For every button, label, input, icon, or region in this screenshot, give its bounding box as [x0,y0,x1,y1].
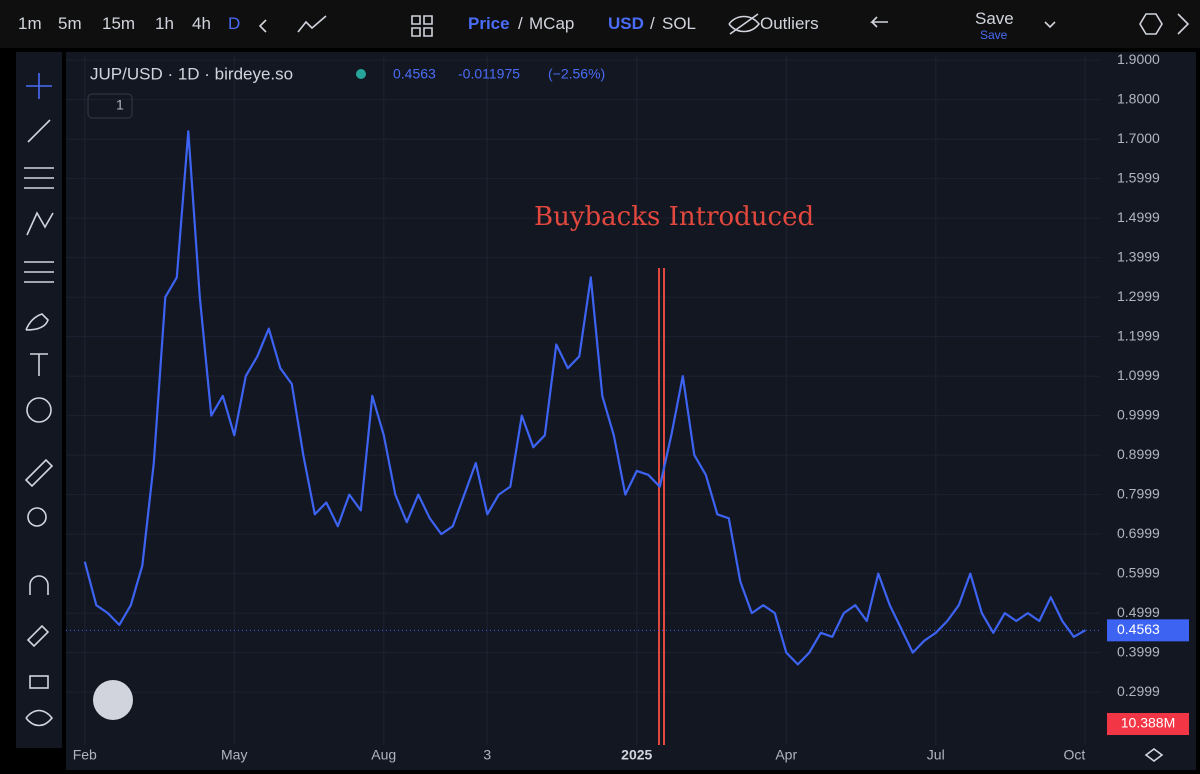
price-line [83,130,1086,666]
save-menu-icon[interactable] [1044,21,1056,29]
visibility-tool[interactable] [25,709,54,727]
toolbar-icons [24,13,1190,762]
brush-tool[interactable] [25,313,49,331]
outliers-icon[interactable] [728,13,761,35]
interval[interactable]: 1m [18,14,42,33]
y-tick-label: 0.3999 [1117,643,1160,659]
y-tick-label: 0.6999 [1117,525,1160,541]
trendline-tool[interactable] [27,119,51,143]
y-tick-label: 0.7999 [1117,485,1160,501]
indicator-count: 1 [116,97,124,113]
save-button[interactable]: Save [975,9,1014,28]
chart-type-icon[interactable] [297,15,327,33]
lock-drawing-tool[interactable] [26,624,50,648]
volume-label: 10.388M [1121,715,1175,731]
top-toolbar: 1m 5m 15m 1h 4h D Price / MCap USD / SOL… [0,0,1200,48]
price-toggle[interactable]: Price [468,14,510,33]
x-tick-label: Jul [927,747,945,763]
x-tick-label: Oct [1063,747,1085,763]
sol-toggle[interactable]: SOL [662,14,697,33]
outliers-button[interactable]: Outliers [760,14,819,33]
fib-tool[interactable] [24,167,54,189]
text-tool[interactable] [30,353,48,376]
save-subtitle: Save [980,28,1008,42]
settings-axis[interactable] [1144,748,1164,762]
ruler-tool[interactable] [24,458,54,488]
y-tick-label: 1.4999 [1117,209,1160,225]
interval[interactable]: 4h [192,14,211,33]
y-tick-label: 0.4999 [1117,604,1160,620]
y-tick-label: 0.5999 [1117,564,1160,580]
chart-panel [66,52,1196,770]
y-tick-label: 1.5999 [1117,169,1160,185]
y-tick-label: 1.8000 [1117,90,1160,106]
x-tick-label: 2025 [621,747,652,763]
status-dot [356,69,366,79]
tv-logo [93,680,133,720]
zoom-tool[interactable] [27,507,47,527]
y-tick-label: 1.9000 [1117,51,1160,67]
x-tick-label: Apr [775,747,797,763]
x-tick-label: 3 [483,747,491,763]
emoji-tool[interactable] [26,397,52,423]
y-tick-label: 1.0999 [1117,367,1160,383]
interval[interactable]: D [228,14,241,33]
annotation: Buybacks Introduced [534,202,814,232]
legend-change-pct: (−2.56%) [548,66,605,82]
settings-icon[interactable] [1139,13,1163,35]
separator: / [650,14,655,33]
legend-price: 0.4563 [393,66,436,82]
pattern-tool[interactable] [26,211,54,236]
y-tick-label: 1.7000 [1117,130,1160,146]
interval[interactable]: 1h [155,14,174,33]
x-tick-label: Feb [73,747,97,763]
projection-tool[interactable] [24,261,54,283]
y-tick-label: 0.2999 [1117,683,1160,699]
crosshair-tool[interactable] [26,73,52,99]
last-price-badge [1107,619,1189,642]
magnet-tool[interactable] [29,575,49,595]
layout-icon[interactable] [411,15,433,37]
y-tick-label: 1.2999 [1117,288,1160,304]
y-tick-label: 0.9999 [1117,406,1160,422]
interval[interactable]: 15m [102,14,136,33]
x-tick-label: Aug [371,747,396,763]
usd-toggle[interactable]: USD [608,14,644,33]
chevron-icon[interactable] [258,19,267,33]
separator: / [518,14,523,33]
undo-icon[interactable] [870,16,888,28]
interval[interactable]: 5m [58,14,82,33]
lock-tool[interactable] [29,675,49,689]
x-tick-label: May [221,747,247,763]
indicator-toggle[interactable] [87,93,133,119]
legend-change: -0.011975 [458,66,520,82]
legend-title: JUP/USD · 1D · birdeye.so [90,64,293,83]
y-tick-label: 0.8999 [1117,446,1160,462]
y-tick-label: 1.1999 [1117,327,1160,343]
volume-badge [1107,713,1189,735]
last-price-label: 0.4563 [1117,621,1160,637]
y-tick-label: 1.3999 [1117,248,1160,264]
mcap-toggle[interactable]: MCap [529,14,575,33]
close-icon[interactable] [1177,13,1190,35]
